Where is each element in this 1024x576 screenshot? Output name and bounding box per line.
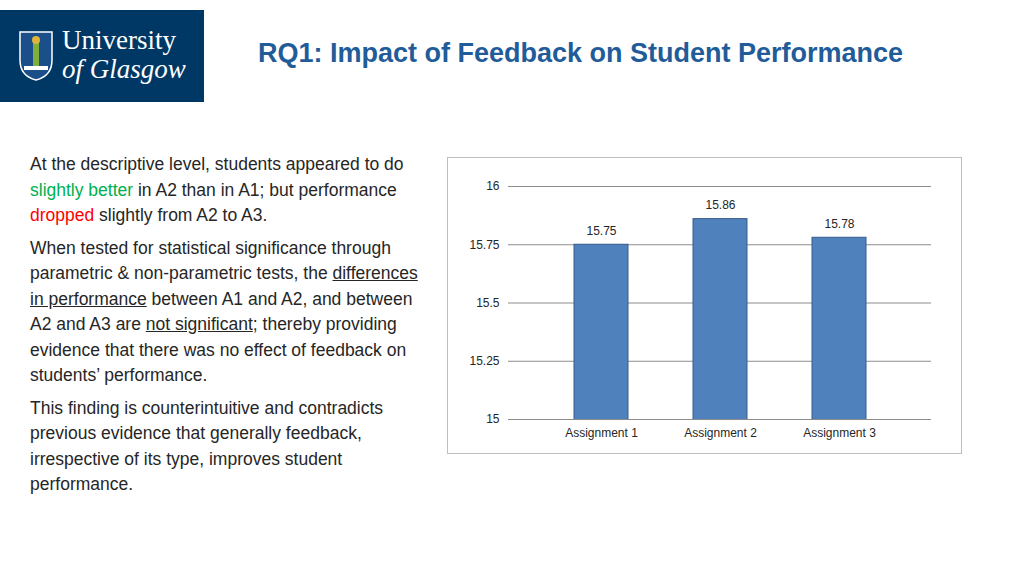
- svg-text:Assignment 1: Assignment 1: [565, 426, 638, 440]
- svg-text:15: 15: [486, 412, 500, 426]
- html-text:slightly better in A2 than in: slightly better in A2 than in A1; but pe…: [30, 179, 397, 200]
- html-text:of Glasgow: of Glasgow: [62, 54, 186, 84]
- html-text:University: University: [62, 25, 176, 55]
- html-text:At the descriptive level, stud: At the descriptive level, students appea…: [30, 154, 404, 174]
- svg-text:15.75: 15.75: [469, 238, 499, 252]
- svg-text:15.86: 15.86: [705, 198, 735, 212]
- svg-text:15.25: 15.25: [469, 354, 499, 368]
- html-text:dropped slightly from A2 to A3: dropped slightly from A2 to A3.: [30, 205, 268, 225]
- svg-text:Assignment 3: Assignment 3: [803, 426, 876, 440]
- svg-text:15.78: 15.78: [824, 217, 854, 231]
- html-text:This finding is counterintuiti: This finding is counterintuitive and con…: [30, 397, 384, 494]
- html-text:When tested for statistical si: When tested for statistical significance…: [30, 237, 418, 385]
- html-text:RQ1: Impact of Feedback on Stu: RQ1: Impact of Feedback on Student Perfo…: [258, 38, 904, 68]
- svg-text:15.5: 15.5: [476, 296, 500, 310]
- svg-text:15.75: 15.75: [586, 224, 616, 238]
- svg-text:Assignment 2: Assignment 2: [684, 426, 757, 440]
- svg-text:16: 16: [486, 179, 500, 193]
